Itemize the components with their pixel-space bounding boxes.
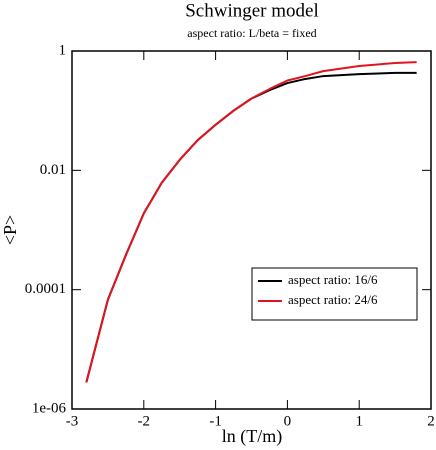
- x-tick-label: -1: [209, 413, 222, 429]
- x-axis-label: ln (T/m): [222, 426, 283, 447]
- chart-title: Schwinger model: [185, 0, 319, 21]
- y-tick-label: 1e-06: [32, 400, 67, 416]
- series-line: [85, 71, 417, 383]
- legend-label: aspect ratio: 16/6: [288, 272, 378, 287]
- series-line: [85, 61, 417, 383]
- x-tick-label: -2: [138, 413, 151, 429]
- y-tick-label: 0.01: [40, 162, 66, 178]
- legend-label: aspect ratio: 24/6: [288, 292, 378, 307]
- y-axis-label: <P>: [0, 215, 20, 245]
- x-tick-label: -3: [66, 413, 79, 429]
- y-tick-label: 0.0001: [25, 281, 66, 297]
- x-tick-label: 1: [355, 413, 363, 429]
- x-tick-label: 0: [284, 413, 292, 429]
- x-tick-label: 2: [427, 413, 435, 429]
- legend-box: [251, 267, 418, 321]
- plot-frame: [71, 50, 432, 410]
- chart-subtitle: aspect ratio: L/beta = fixed: [187, 26, 316, 40]
- y-tick-label: 1: [59, 42, 67, 58]
